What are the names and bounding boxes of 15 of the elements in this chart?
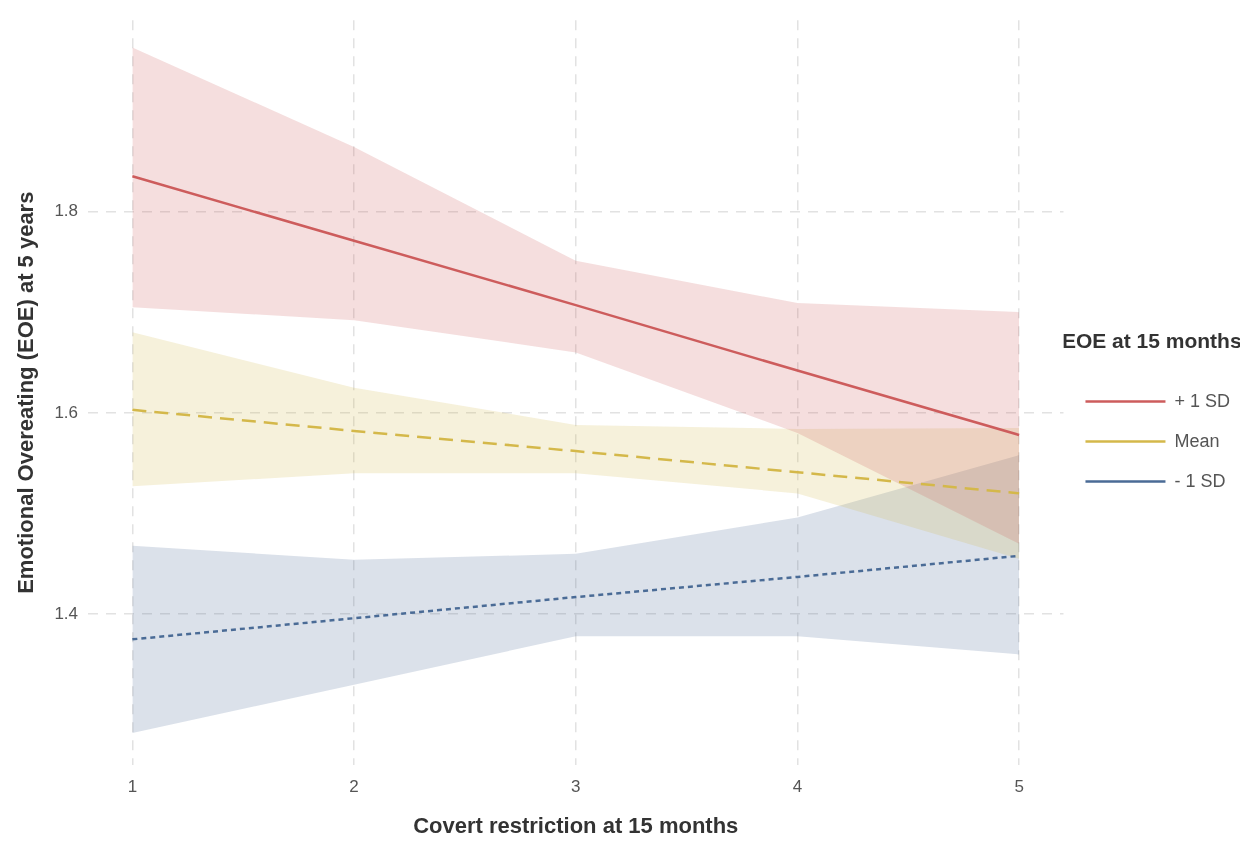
x-tick-label: 5 <box>1014 777 1024 797</box>
x-tick-label: 1 <box>127 777 138 797</box>
x-tick-label: 2 <box>349 777 359 797</box>
legend-title: EOE at 15 months <box>1061 328 1242 352</box>
y-tick-label: 1.8 <box>54 201 79 221</box>
line-series <box>131 408 1021 495</box>
y-tick-label: 1.6 <box>54 402 79 422</box>
x-tick-label: 3 <box>571 777 581 797</box>
y-axis-title: Emotional Overeating (EOE) at 5 years <box>13 191 39 594</box>
legend-label: - 1 SD <box>1174 470 1226 491</box>
legend-label: + 1 SD <box>1174 390 1230 411</box>
legend-label: Mean <box>1174 430 1220 451</box>
x-axis-title: Covert restriction at 15 months <box>413 812 739 838</box>
y-tick-label: 1.4 <box>54 603 79 623</box>
x-tick-label: 4 <box>792 777 803 797</box>
